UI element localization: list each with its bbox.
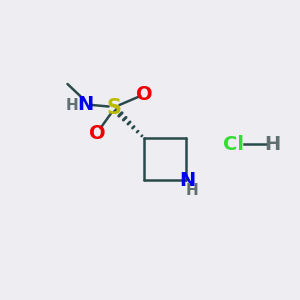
- Text: H: H: [66, 98, 78, 112]
- Text: O: O: [136, 85, 152, 104]
- Text: O: O: [89, 124, 106, 143]
- Text: H: H: [264, 134, 280, 154]
- Text: H: H: [186, 183, 198, 198]
- Text: N: N: [179, 170, 196, 190]
- Text: S: S: [106, 98, 122, 118]
- Text: N: N: [77, 95, 94, 115]
- Text: Cl: Cl: [224, 134, 244, 154]
